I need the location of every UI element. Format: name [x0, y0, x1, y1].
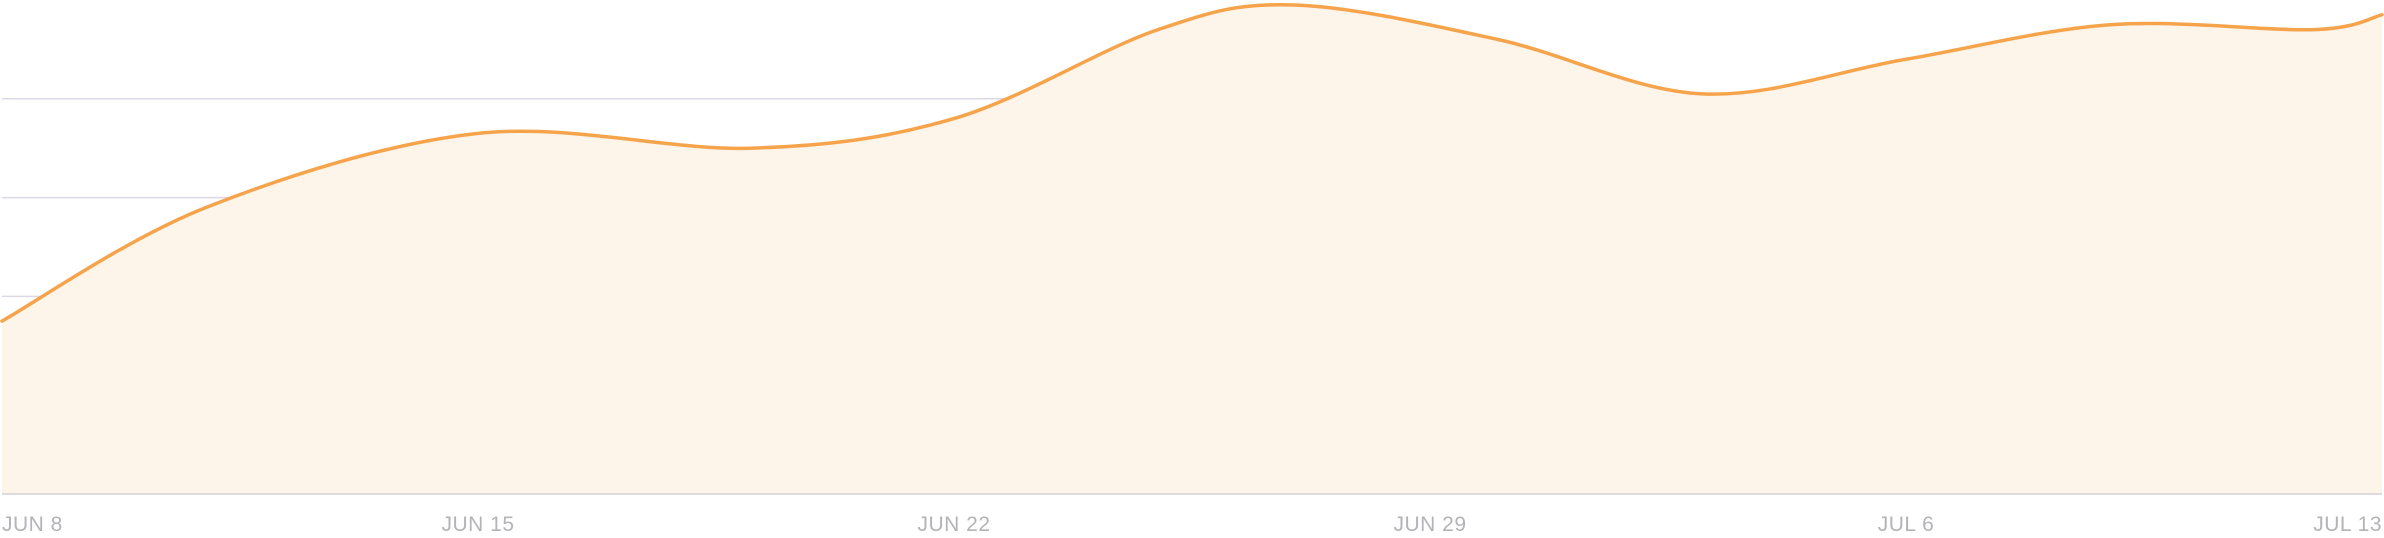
x-tick-label: JUN 22	[917, 513, 990, 536]
x-tick-label: JUN 29	[1393, 513, 1466, 536]
x-tick-label: JUL 13	[2313, 513, 2382, 536]
x-tick-label: JUL 6	[1878, 513, 1935, 536]
x-tick-label: JUN 8	[2, 513, 63, 536]
area-fill	[2, 4, 2382, 494]
x-tick-label: JUN 15	[441, 513, 514, 536]
series-line	[0, 2, 2384, 323]
x-tick-labels: JUN 8 JUN 15 JUN 22 JUN 29 JUL 6 JUL 13	[2, 513, 2382, 536]
